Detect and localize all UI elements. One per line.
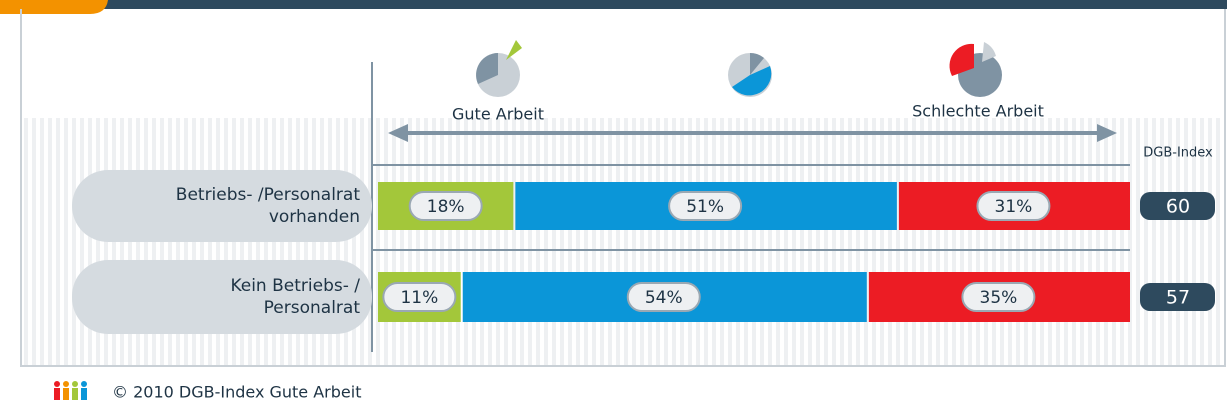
index-badge (1140, 283, 1215, 311)
category-pill (72, 260, 372, 334)
value-pill (668, 191, 743, 221)
index-badge (1140, 192, 1215, 220)
category-label: Betriebs- /Personalrat vorhanden (175, 185, 360, 227)
value-label: 18% (427, 197, 465, 217)
tab (0, 0, 108, 14)
index-value: 57 (1166, 287, 1190, 309)
value-label: 54% (645, 288, 683, 308)
value-label: 31% (995, 197, 1033, 217)
right-rule (1224, 9, 1226, 367)
category-pill (72, 170, 372, 242)
value-pill (626, 282, 701, 312)
footer: © 2010 DGB-Index Gute Arbeit (112, 383, 361, 402)
legend-label: Gute Arbeit (452, 105, 544, 124)
footer-rule (20, 365, 1225, 367)
icons (476, 40, 1002, 97)
index-title: DGB-Index (1143, 146, 1213, 161)
value-pill (976, 191, 1051, 221)
index-value: 60 (1166, 196, 1190, 218)
top-band (0, 0, 1227, 9)
value-label: 51% (686, 197, 724, 217)
category-label: Kein Betriebs- / Personalrat (230, 276, 360, 318)
footer-icon (54, 381, 87, 400)
value-label: 11% (400, 288, 438, 308)
arrow (388, 124, 1117, 142)
value-pill (382, 282, 457, 312)
legend-label: Schlechte Arbeit (912, 102, 1044, 121)
value-pill (961, 282, 1036, 312)
value-label: 35% (980, 288, 1018, 308)
value-pill (408, 191, 483, 221)
left-rule (20, 9, 22, 367)
